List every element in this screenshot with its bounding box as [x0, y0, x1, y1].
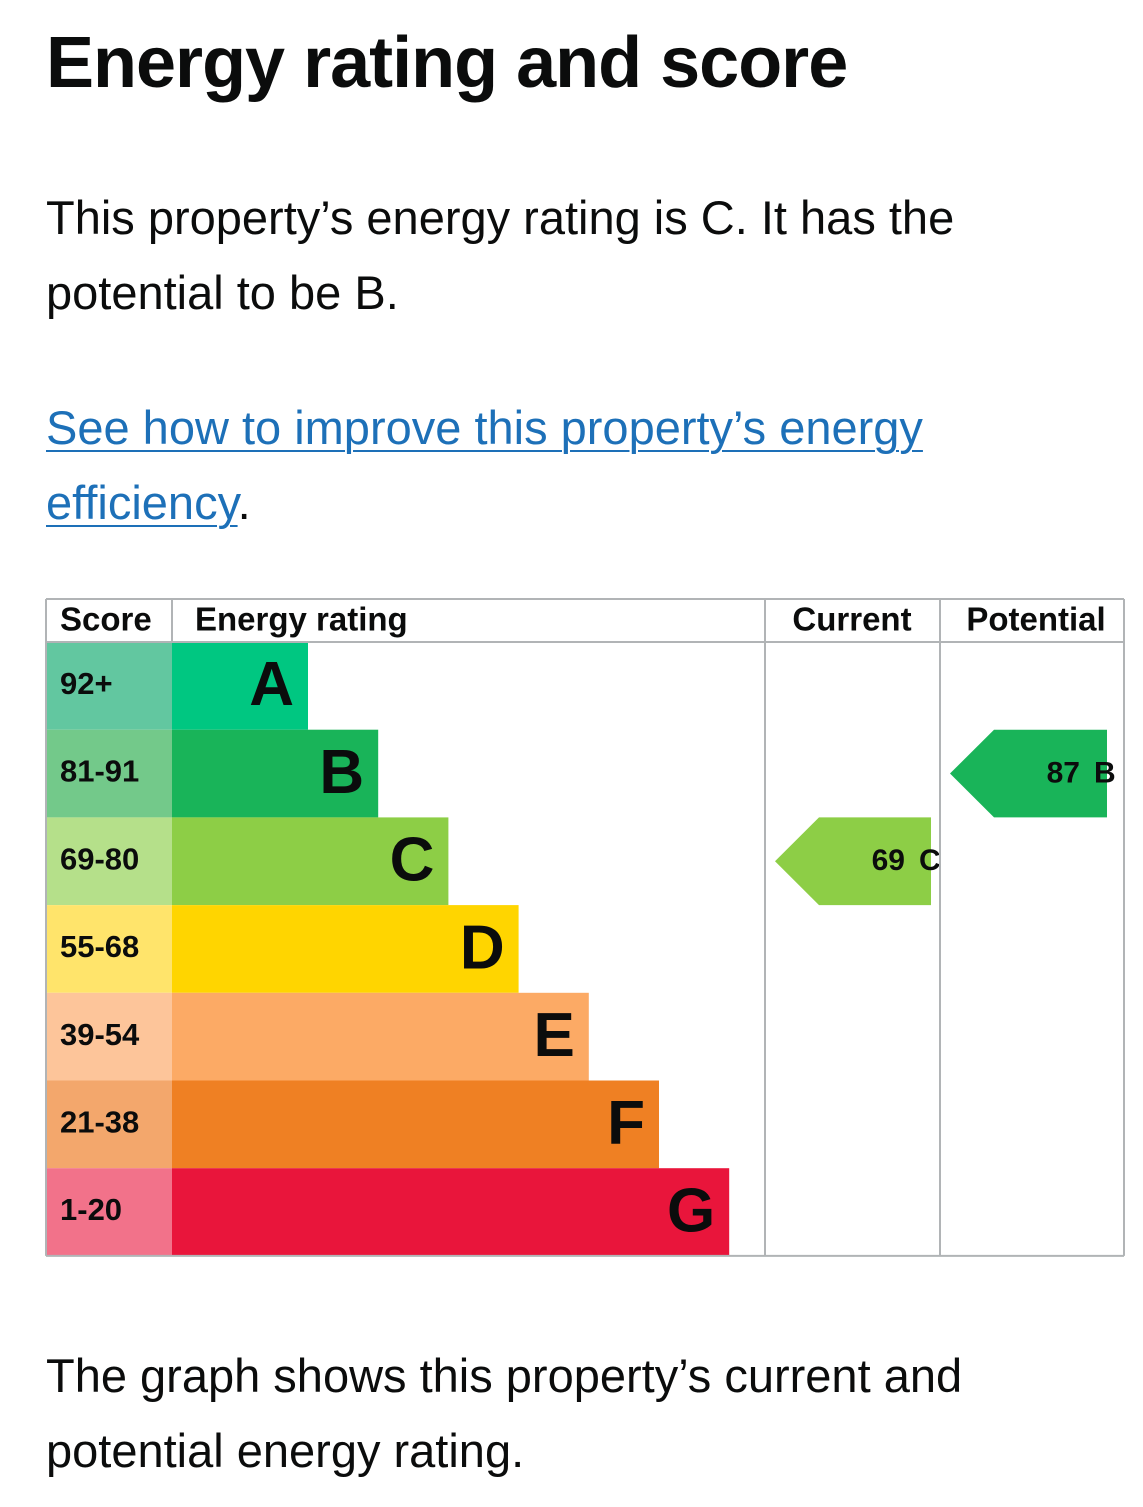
score-range: 55-68: [60, 929, 139, 964]
column-header: Energy rating: [195, 601, 408, 638]
rating-bar: [172, 1080, 659, 1169]
current-letter: C: [919, 844, 941, 877]
score-range: 39-54: [60, 1017, 140, 1052]
rating-bar: [172, 905, 519, 993]
rating-letter: E: [533, 1001, 574, 1070]
score-range: 21-38: [60, 1105, 139, 1140]
potential-letter: B: [1094, 756, 1116, 789]
column-header: Current: [792, 601, 911, 638]
link-suffix: .: [237, 476, 251, 529]
score-cell: [46, 992, 172, 1081]
score-range: 1-20: [60, 1192, 122, 1227]
energy-graph: Score Energy rating Current Potential 92+ A 81…: [45, 598, 1125, 1257]
score-cell: [46, 905, 172, 993]
score-cell: [46, 1168, 172, 1256]
score-range: 81-91: [60, 754, 139, 789]
rating-letter: G: [667, 1176, 715, 1245]
score-cell: [46, 817, 172, 906]
heading: Energy rating and score: [46, 23, 848, 103]
column-header: Potential: [966, 601, 1105, 638]
rating-bar: [172, 817, 449, 906]
current-arrow: [775, 817, 931, 906]
score-cell: [46, 1080, 172, 1169]
potential-arrow: [950, 729, 1107, 818]
rating-letter: A: [249, 650, 294, 719]
column-header: Score: [60, 601, 152, 638]
rating-letter: B: [319, 738, 364, 807]
rating-bar: [172, 729, 379, 818]
score-cell: [46, 729, 172, 818]
rating-letter: D: [460, 913, 505, 982]
footer-text: The graph shows this property’s current …: [46, 1349, 963, 1477]
intro: This property’s energy rating is C. It h…: [46, 191, 955, 319]
improve-link[interactable]: See how to improve this property’s energ…: [46, 401, 923, 529]
score-cell: [46, 642, 172, 730]
score-range: 92+: [60, 666, 113, 701]
rating-bar: [172, 1168, 730, 1256]
rating-letter: C: [390, 826, 435, 895]
rating-bar: [172, 642, 308, 730]
link-paragraph: See how to improve this property’s energ…: [46, 390, 1126, 540]
rating-bar: [172, 992, 589, 1081]
rating-letter: F: [607, 1089, 645, 1158]
score-range: 69-80: [60, 841, 139, 876]
potential-score: 87: [1047, 756, 1080, 789]
current-score: 69: [872, 844, 905, 877]
